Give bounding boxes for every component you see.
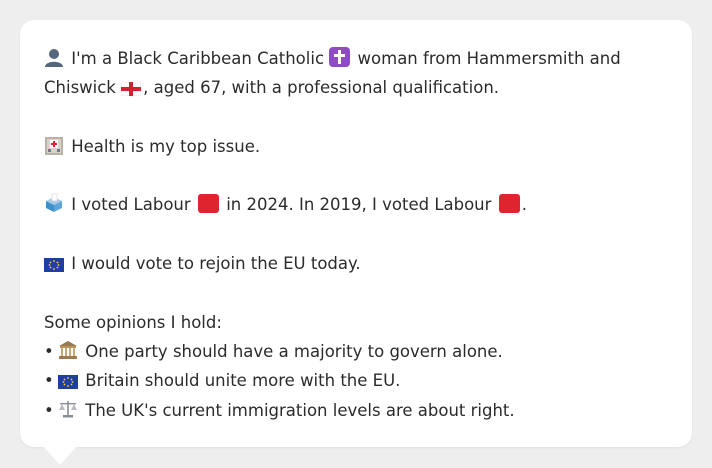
ballot-box-icon bbox=[44, 193, 64, 213]
list-item: • Britain should unite more with the EU. bbox=[44, 366, 668, 395]
government-building-icon bbox=[58, 340, 78, 360]
top-issue-text: Health is my top issue. bbox=[71, 136, 261, 156]
labour-red-square-icon bbox=[197, 194, 219, 214]
voting-history-paragraph: I voted Labour in 2024. In 2019, I voted… bbox=[44, 190, 668, 219]
latin-cross-icon bbox=[329, 47, 351, 67]
list-item: • One party should have a majority to go… bbox=[44, 337, 668, 366]
chat-bubble: I'm a Black Caribbean Catholic woman fro… bbox=[20, 20, 692, 447]
opinions-paragraph: Some opinions I hold: • One party should… bbox=[44, 308, 668, 425]
eu-flag-icon bbox=[44, 258, 64, 273]
opinion-text: The UK's current immigration levels are … bbox=[85, 400, 515, 420]
vote-2019-text: in 2024. In 2019, I voted Labour bbox=[226, 195, 492, 215]
eu-paragraph: I would vote to rejoin the EU today. bbox=[44, 249, 668, 278]
scales-icon bbox=[58, 399, 78, 419]
top-issue-paragraph: Health is my top issue. bbox=[44, 132, 668, 161]
intro-text-end: , aged 67, with a professional qualifica… bbox=[143, 78, 500, 98]
opinion-text: Britain should unite more with the EU. bbox=[85, 371, 401, 391]
bullet: • bbox=[44, 341, 54, 361]
opinion-text: One party should have a majority to gove… bbox=[85, 341, 503, 361]
hospital-icon bbox=[44, 135, 64, 155]
bullet: • bbox=[44, 371, 54, 391]
bullet: • bbox=[44, 400, 54, 420]
eu-flag-icon bbox=[58, 375, 78, 390]
person-silhouette-icon bbox=[44, 48, 64, 67]
labour-red-square-icon bbox=[498, 194, 520, 214]
list-item: • The UK's current immigration levels ar… bbox=[44, 396, 668, 425]
bubble-tail bbox=[42, 445, 78, 465]
intro-text-middle: woman from Hammersmith and Chiswick bbox=[44, 49, 621, 98]
intro-paragraph: I'm a Black Caribbean Catholic woman fro… bbox=[44, 44, 668, 103]
england-flag-icon bbox=[121, 82, 142, 97]
profile-text: I'm a Black Caribbean Catholic woman fro… bbox=[44, 44, 668, 425]
intro-text-start: I'm a Black Caribbean Catholic bbox=[71, 49, 325, 68]
vote-end-punctuation: . bbox=[521, 195, 527, 215]
vote-2024-text: I voted Labour bbox=[71, 195, 191, 215]
eu-stance-text: I would vote to rejoin the EU today. bbox=[71, 254, 361, 274]
opinions-heading: Some opinions I hold: bbox=[44, 312, 222, 332]
